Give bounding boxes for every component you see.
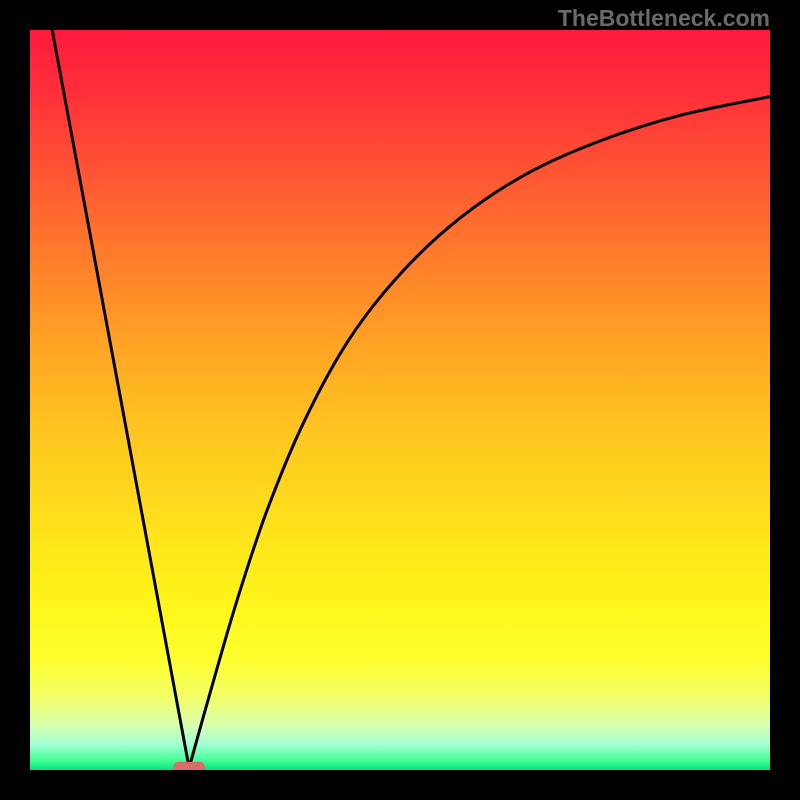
watermark-text: TheBottleneck.com: [558, 5, 770, 32]
chart-canvas: TheBottleneck.com: [0, 0, 800, 800]
gradient-background: [30, 30, 770, 770]
plot-area: [30, 30, 770, 770]
